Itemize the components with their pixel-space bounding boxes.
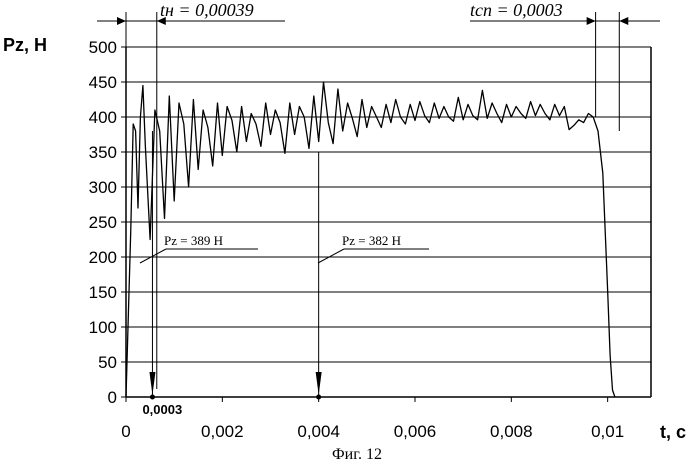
time-interval-markers: tн = 0,00039 tсп = 0,0003 0,0003 [97,0,660,417]
ytick-label-500: 500 [89,38,117,57]
xtick-label-4: 0,008 [490,422,533,441]
ytick-label-100: 100 [89,318,117,337]
tcn-label: tсп = 0,0003 [470,0,563,20]
arrow-a-head [149,372,155,395]
point-0003-label: 0,0003 [142,402,182,417]
callout-text-0: Pz = 389 H [164,233,223,248]
x-axis-label: t, c [660,422,686,442]
xtick-label-3: 0,006 [394,422,437,441]
tcn-arrow-left [587,17,596,25]
xtick-label-0: 0 [121,422,130,441]
callout-leader-0 [140,249,166,263]
tcn-arrow-right [619,17,628,25]
ytick-label-400: 400 [89,108,117,127]
ytick-label-200: 200 [89,248,117,267]
ytick-label-450: 450 [89,73,117,92]
xtick-label-5: 0,01 [591,422,624,441]
ytick-label-350: 350 [89,143,117,162]
ytick-label-300: 300 [89,178,117,197]
tn-label: tн = 0,00039 [160,0,254,20]
force-annotations: Pz = 389 H Pz = 382 H [140,233,429,263]
arrow-a-dot [150,395,155,400]
ytick-label-50: 50 [98,353,117,372]
xtick-label-2: 0,004 [297,422,340,441]
xtick-label-1: 0,002 [201,422,244,441]
tn-arrow-left [117,17,126,25]
callout-text-1: Pz = 382 H [342,233,401,248]
y-tick-labels: 0 50 100 150 200 250 300 350 400 450 500 [89,38,126,407]
x-tick-labels: 0 0,002 0,004 0,006 0,008 0,01 [121,397,624,441]
figure-caption: Фиг. 12 [332,446,382,463]
arrow-b-dot [316,395,321,400]
y-axis-label: Pz, H [3,35,47,55]
arrow-b-head [316,372,322,395]
ytick-label-0: 0 [108,388,117,407]
callout-leader-1 [318,249,344,263]
grid-lines [126,47,651,362]
ytick-label-150: 150 [89,283,117,302]
ytick-label-250: 250 [89,213,117,232]
